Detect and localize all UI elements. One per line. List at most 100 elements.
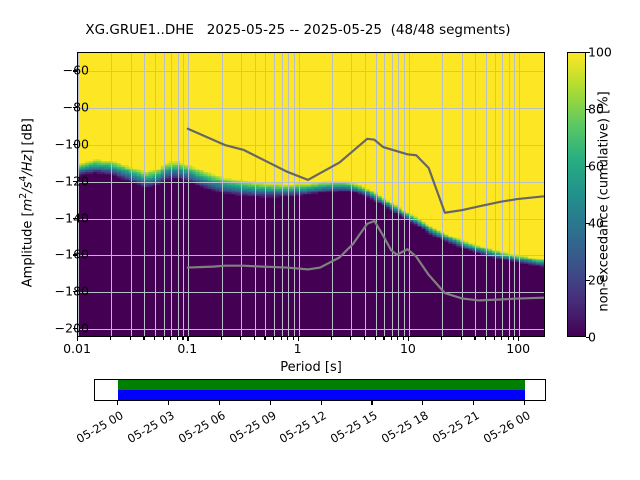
colorbar-tick-label: 40 — [588, 215, 604, 231]
gridline-vertical — [408, 53, 410, 336]
timeline-tick-label: 05-25 12 — [277, 408, 330, 446]
timeline-tick-mark — [422, 401, 424, 405]
x-axis-minor-tick-mark — [264, 337, 266, 340]
colorbar-tick-mark — [586, 52, 590, 54]
x-axis-minor-tick-mark — [364, 337, 366, 340]
timeline-tick-mark — [269, 401, 271, 405]
gridline-vertical — [475, 53, 477, 336]
x-axis-minor-tick-mark — [176, 337, 178, 340]
x-axis-minor-tick-mark — [292, 337, 294, 340]
gridline-vertical — [221, 53, 223, 336]
timeline-tick-label: 05-25 15 — [328, 408, 381, 446]
x-axis-minor-tick-mark — [397, 337, 399, 340]
x-axis-tick-mark — [518, 337, 520, 341]
timeline-tick-mark — [523, 401, 526, 405]
timeline-tick-label: 05-25 21 — [429, 408, 482, 446]
x-axis-tick-label: 1 — [293, 341, 302, 356]
gridline-vertical — [461, 53, 463, 336]
x-axis-minor-tick-mark — [143, 337, 145, 340]
gridline-vertical — [398, 53, 400, 336]
gridline-horizontal — [78, 292, 544, 293]
gridline-vertical — [254, 53, 256, 336]
timeline-tick-mark — [473, 401, 475, 405]
x-axis-minor-tick-mark — [330, 337, 333, 340]
gridline-horizontal — [78, 144, 544, 146]
timeline-tick-mark — [320, 401, 322, 405]
gridline-vertical — [188, 53, 190, 336]
timeline-tick-label: 05-25 18 — [379, 408, 431, 446]
colorbar-tick-mark — [586, 280, 590, 282]
y-axis-tick-mark — [73, 107, 77, 109]
x-axis-minor-tick-mark — [110, 337, 112, 340]
timeline-data-bar — [118, 380, 525, 390]
timeline-axes[interactable] — [94, 379, 546, 401]
timeline-psd-bar — [118, 390, 525, 400]
gridline-vertical — [240, 53, 242, 336]
x-axis-minor-tick-mark — [286, 337, 289, 340]
y-axis-tick-mark — [73, 217, 77, 219]
gridline-vertical — [375, 53, 377, 336]
gridline-vertical — [391, 53, 393, 336]
gridline-vertical — [514, 53, 516, 336]
x-axis-minor-tick-mark — [273, 337, 275, 340]
gridline-vertical — [265, 53, 267, 336]
nhnm-curve — [186, 127, 544, 214]
timeline-tick-mark — [117, 401, 119, 405]
x-axis-tick-mark — [407, 337, 410, 341]
x-axis-minor-tick-mark — [485, 337, 487, 340]
timeline-coverage-bars — [118, 380, 525, 400]
gridline-vertical — [281, 53, 283, 336]
y-axis-tick-label: −140 — [54, 210, 89, 225]
x-axis-minor-tick-mark — [162, 337, 165, 340]
y-axis-tick-label: −120 — [54, 173, 89, 189]
x-axis-minor-tick-mark — [513, 337, 515, 340]
gridline-vertical — [274, 53, 276, 336]
nlnm-curve — [186, 219, 544, 302]
gridline-vertical — [144, 53, 146, 336]
x-axis-minor-tick-mark — [253, 337, 255, 340]
y-axis-tick-mark — [73, 327, 77, 330]
y-axis-tick-mark — [73, 254, 77, 256]
x-axis-minor-tick-mark — [507, 337, 509, 340]
x-axis-minor-tick-mark — [474, 337, 476, 340]
page-title: XG.GRUE1..DHE 2025-05-25 -- 2025-05-25 (… — [85, 22, 511, 38]
gridline-horizontal — [78, 181, 544, 183]
x-axis-minor-tick-mark — [280, 337, 282, 340]
gridline-vertical — [403, 53, 405, 336]
plot-gridlines — [78, 53, 544, 336]
timeline-tick-label: 05-25 09 — [226, 408, 279, 446]
y-axis-tick-mark — [73, 180, 77, 182]
x-axis-minor-tick-mark — [374, 337, 376, 340]
x-axis-minor-tick-mark — [220, 337, 222, 340]
gridline-vertical — [287, 53, 289, 336]
x-axis-tick-label: 0.1 — [177, 341, 198, 356]
x-axis-tick-label: 10 — [399, 341, 416, 356]
x-axis-tick-mark — [77, 337, 79, 341]
gridline-vertical — [384, 53, 386, 336]
colorbar-tick-label: 20 — [588, 272, 604, 288]
gridline-vertical — [293, 53, 295, 336]
x-axis-minor-tick-mark — [493, 337, 495, 340]
gridline-horizontal — [78, 108, 544, 110]
gridline-vertical — [177, 53, 179, 336]
ppsd-plot-area[interactable] — [77, 52, 545, 337]
colorbar-tick-label: 80 — [588, 101, 604, 117]
x-axis-minor-tick-mark — [239, 337, 242, 340]
x-axis-label: Period [s] — [280, 360, 342, 375]
y-axis-tick-label: −180 — [54, 283, 89, 299]
gridline-horizontal — [78, 328, 544, 330]
colorbar-tick-label: 0 — [588, 329, 596, 345]
gridline-vertical — [331, 53, 333, 336]
y-axis-tick-label: −100 — [54, 136, 89, 152]
gridline-vertical — [183, 53, 185, 336]
x-axis-minor-tick-mark — [441, 337, 443, 340]
gridline-vertical — [111, 53, 113, 336]
x-axis-minor-tick-mark — [129, 337, 131, 340]
timeline-tick-label: 05-25 00 — [73, 408, 126, 446]
gridline-vertical — [351, 53, 353, 336]
timeline-tick-label: 05-25 06 — [175, 408, 228, 446]
y-axis-tick-mark — [73, 291, 77, 293]
gridline-vertical — [78, 53, 79, 336]
y-axis-tick-mark — [73, 143, 77, 146]
noise-model-curves — [186, 127, 544, 302]
